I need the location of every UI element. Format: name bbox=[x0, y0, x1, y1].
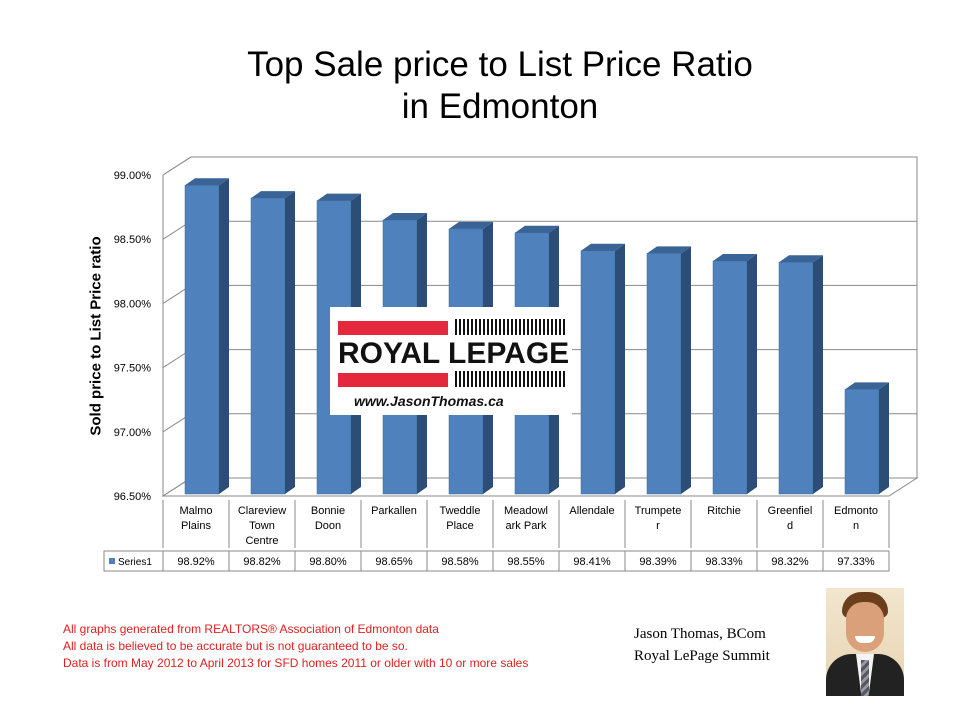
footnote-line-3: Data is from May 2012 to April 2013 for … bbox=[63, 656, 529, 670]
y-tick-label: 97.50% bbox=[114, 363, 152, 375]
logo-url: www.JasonThomas.ca bbox=[354, 393, 504, 409]
bar-side bbox=[747, 254, 757, 494]
legend-series-name: Series1 bbox=[118, 557, 152, 568]
bar bbox=[646, 253, 682, 495]
y-tick-label: 99.00% bbox=[114, 170, 152, 182]
legend-swatch bbox=[109, 558, 115, 564]
bar-top bbox=[515, 225, 559, 233]
x-tick-label: Edmonto bbox=[834, 505, 878, 517]
data-value-label: 98.82% bbox=[243, 556, 281, 568]
logo-barcode-top bbox=[455, 319, 567, 335]
x-tick-label: Trumpete bbox=[635, 505, 682, 517]
logo-red-stripe-top bbox=[338, 321, 448, 335]
x-tick-label: Malmo bbox=[179, 505, 212, 517]
data-value-label: 98.80% bbox=[309, 556, 347, 568]
data-value-label: 98.33% bbox=[705, 556, 743, 568]
x-tick-label: Place bbox=[446, 520, 474, 532]
author-name: Jason Thomas, BCom bbox=[634, 626, 766, 642]
bar-side bbox=[285, 191, 295, 494]
bar bbox=[712, 260, 748, 495]
logo-brand-text: ROYAL LEPAGE bbox=[338, 337, 570, 370]
x-tick-label: Meadowl bbox=[504, 505, 548, 517]
bar bbox=[184, 185, 220, 495]
author-photo bbox=[826, 588, 904, 696]
y-tick-label: 96.50% bbox=[114, 491, 152, 503]
x-tick-label: ark Park bbox=[506, 520, 547, 532]
x-tick-label: Parkallen bbox=[371, 505, 417, 517]
bar bbox=[844, 389, 880, 495]
bar-top bbox=[779, 255, 823, 263]
bar-side bbox=[813, 255, 823, 494]
x-tick-label: n bbox=[853, 520, 859, 532]
bar-top bbox=[449, 221, 493, 229]
bar bbox=[250, 197, 286, 495]
x-tick-label: Allendale bbox=[569, 505, 614, 517]
author-block: Jason Thomas, BCom Royal LePage Summit bbox=[634, 623, 770, 667]
author-company: Royal LePage Summit bbox=[634, 648, 770, 664]
gridline bbox=[162, 156, 917, 176]
bar-top bbox=[581, 243, 625, 251]
data-value-label: 97.33% bbox=[837, 556, 875, 568]
y-tick-label: 98.50% bbox=[114, 234, 152, 246]
x-tick-label: Clareview bbox=[238, 505, 286, 517]
bar-top bbox=[383, 212, 427, 220]
data-value-label: 98.32% bbox=[771, 556, 809, 568]
data-value-label: 98.55% bbox=[507, 556, 545, 568]
bar-chart: 96.50% 97.00% 97.50% 98.00% 98.50% 99.00% Malm… bbox=[103, 156, 919, 572]
chart-title-line-1: Top Sale price to List Price Ratio bbox=[247, 45, 753, 84]
bar-side bbox=[615, 243, 625, 494]
bar-top bbox=[713, 254, 757, 262]
logo-barcode-bottom bbox=[455, 371, 567, 387]
x-tick-label: Centre bbox=[245, 535, 278, 547]
bar bbox=[580, 250, 616, 495]
x-tick-label: Doon bbox=[315, 520, 341, 532]
x-tick-label: r bbox=[656, 520, 660, 532]
logo-red-stripe-bottom bbox=[338, 373, 448, 387]
bar-top bbox=[251, 191, 295, 199]
x-tick-label: Plains bbox=[181, 520, 211, 532]
bar-top bbox=[185, 178, 229, 186]
x-tick-label: Tweddle bbox=[440, 505, 481, 517]
data-value-label: 98.41% bbox=[573, 556, 611, 568]
bar-top bbox=[317, 193, 361, 201]
footnote: All graphs generated from REALTORS® Asso… bbox=[63, 621, 528, 672]
bar-top bbox=[845, 382, 889, 390]
bar-side bbox=[219, 178, 229, 494]
footnote-line-2: All data is believed to be accurate but … bbox=[63, 639, 408, 653]
chart-title-line-2: in Edmonton bbox=[401, 87, 599, 126]
y-tick-label: 98.00% bbox=[114, 298, 152, 310]
bar-side bbox=[879, 382, 889, 494]
chart-title: Top Sale price to List Price Ratio in Ed… bbox=[0, 44, 960, 128]
data-value-label: 98.58% bbox=[441, 556, 479, 568]
x-tick-label: Town bbox=[249, 520, 275, 532]
royal-lepage-logo: ROYAL LEPAGE www.JasonThomas.ca bbox=[330, 307, 572, 415]
bar-side bbox=[681, 246, 691, 494]
x-tick-label: Ritchie bbox=[707, 505, 741, 517]
y-tick-label: 97.00% bbox=[114, 427, 152, 439]
data-value-label: 98.92% bbox=[177, 556, 215, 568]
bar-top bbox=[647, 246, 691, 254]
footnote-line-1: All graphs generated from REALTORS® Asso… bbox=[63, 622, 439, 636]
bar bbox=[778, 262, 814, 495]
data-value-label: 98.39% bbox=[639, 556, 677, 568]
x-tick-label: Bonnie bbox=[311, 505, 345, 517]
data-value-label: 98.65% bbox=[375, 556, 413, 568]
x-tick-label: Greenfiel bbox=[768, 505, 813, 517]
x-tick-label: d bbox=[787, 520, 793, 532]
